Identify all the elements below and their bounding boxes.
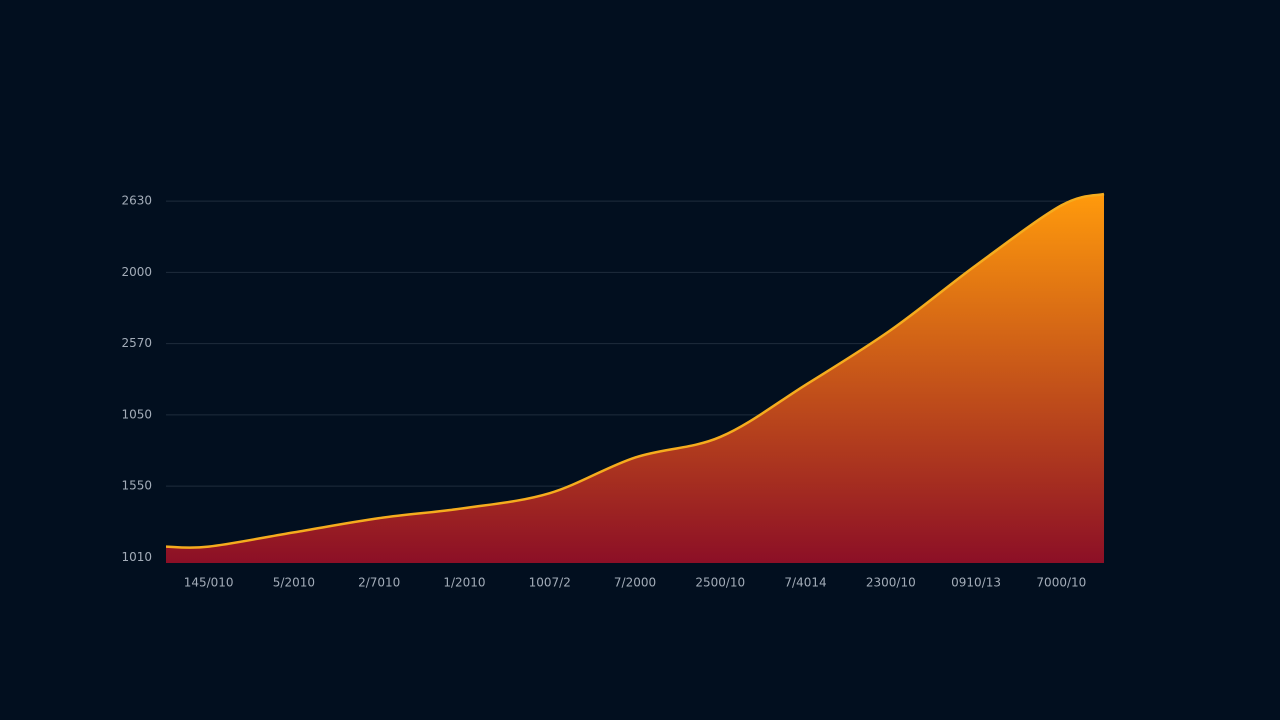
line — [165, 192, 1105, 549]
y-tick-label: 1050 — [121, 407, 152, 421]
x-tick-label: 7/2000 — [614, 576, 656, 590]
x-tick-label: 1/2010 — [443, 576, 485, 590]
y-tick-label: 2630 — [121, 194, 152, 208]
x-tick-label: 2300/10 — [866, 576, 916, 590]
x-tick-label: 7000/10 — [1036, 576, 1086, 590]
x-tick-label: 2500/10 — [695, 576, 745, 590]
y-tick-label: 1550 — [121, 479, 152, 493]
x-tick-label: 7/4014 — [784, 576, 826, 590]
x-tick-label: 0910/13 — [951, 576, 1001, 590]
area — [166, 194, 1104, 563]
x-tick-label: 1007/2 — [529, 576, 571, 590]
y-tick-label: 2570 — [121, 336, 152, 350]
x-tick-label: 5/2010 — [273, 576, 315, 590]
y-tick-label: 2000 — [121, 265, 152, 279]
x-tick-label: 2/7010 — [358, 576, 400, 590]
x-tick-label: 145/010 — [184, 576, 234, 590]
y-tick-label: 1010 — [121, 550, 152, 564]
